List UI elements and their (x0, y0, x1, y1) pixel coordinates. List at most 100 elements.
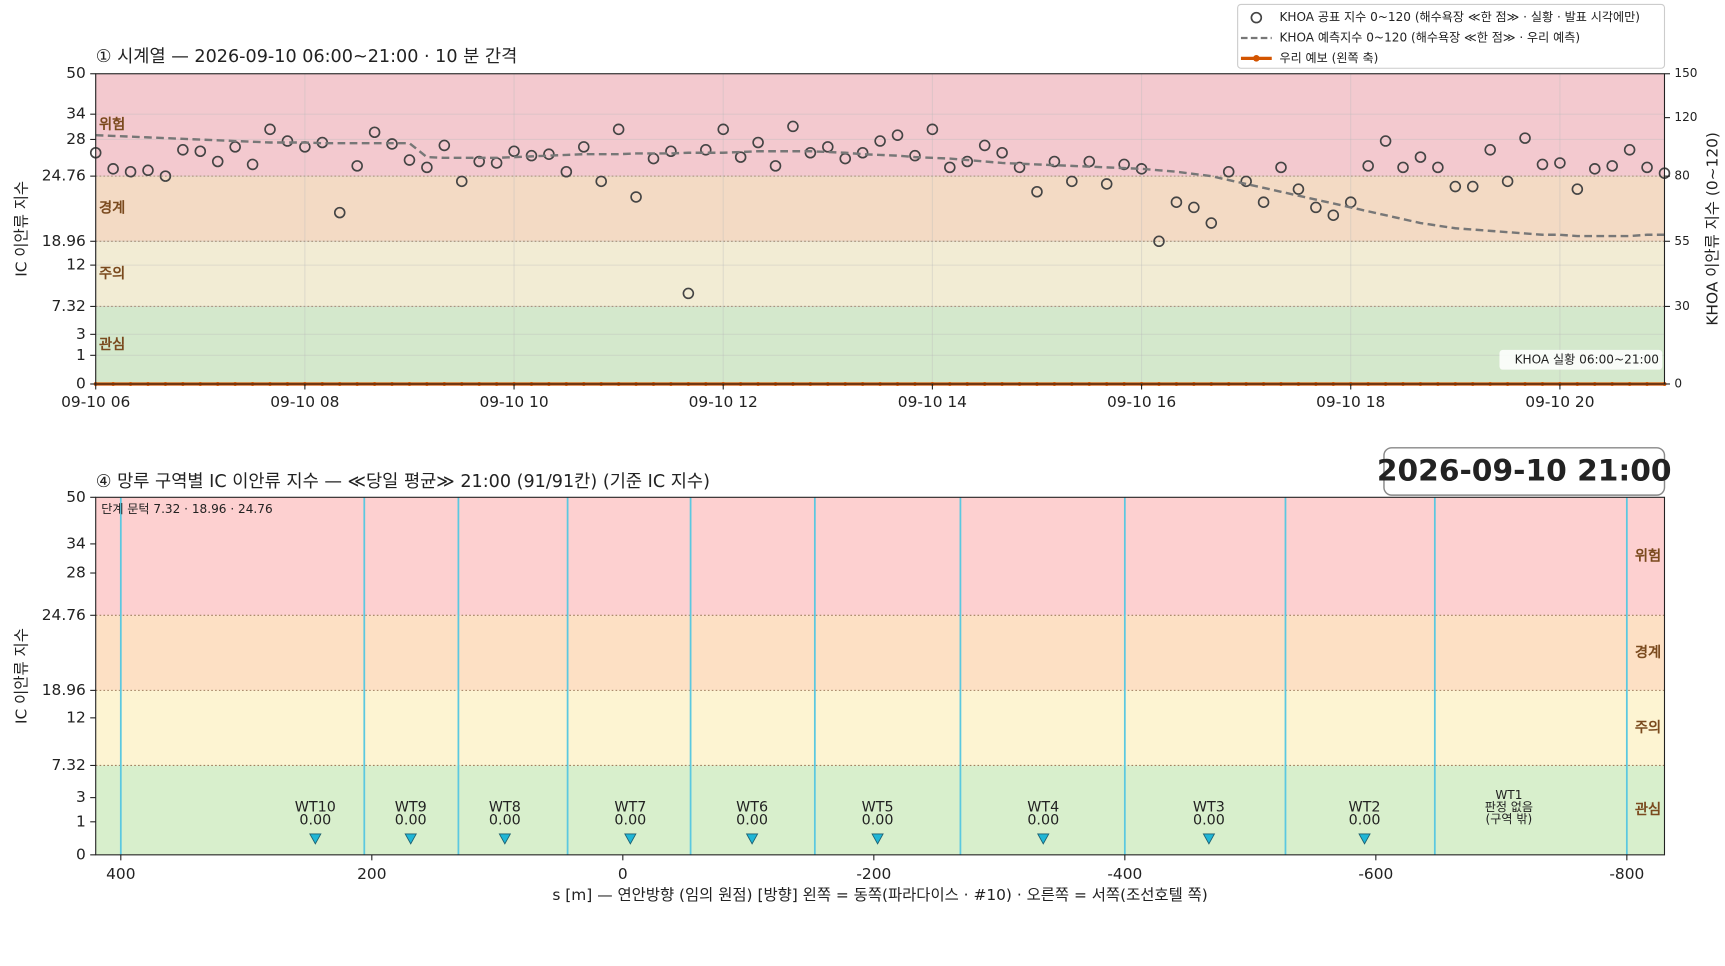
zone-status: (구역 밖) (1486, 812, 1533, 826)
point (455, 175, 468, 188)
zone-value-label: 0.00 (1193, 813, 1225, 829)
y2-axis-label: KHOA 이안류 지수 (0~120) (1703, 132, 1721, 326)
point (978, 139, 991, 152)
point (665, 145, 677, 158)
point (368, 126, 381, 139)
point (1257, 196, 1270, 208)
y-tick-label: 24.76 (42, 167, 86, 185)
band-label: 경계 (1635, 643, 1661, 661)
point (1379, 135, 1392, 147)
point (682, 287, 695, 300)
y-tick-label: 18.96 (42, 681, 86, 699)
point (421, 161, 433, 174)
x-tick-label: 09-10 06 (61, 393, 130, 411)
point (1310, 201, 1322, 214)
point (595, 175, 607, 188)
band-label: 관심 (1635, 801, 1661, 818)
point (926, 123, 939, 136)
point (473, 155, 485, 168)
point (560, 165, 573, 178)
y-tick-label: 7.32 (52, 297, 86, 315)
point (1536, 158, 1549, 171)
x-tick-label: -200 (856, 865, 891, 883)
point (717, 123, 729, 136)
y-tick-label: 0 (76, 845, 86, 863)
zone-label: WT2 (1349, 800, 1381, 816)
point (822, 141, 834, 153)
y-tick-label: 1 (76, 346, 86, 364)
point (1362, 160, 1374, 172)
y-tick-label: 12 (66, 708, 86, 726)
zone-marker (1358, 833, 1371, 845)
band (95, 176, 1665, 242)
band (95, 690, 1665, 766)
legend-label: 우리 예보 (왼쪽 축) (1279, 51, 1378, 65)
point (752, 136, 764, 149)
y2-tick-label: 30 (1674, 299, 1689, 313)
annotation-box (1499, 349, 1663, 370)
point (124, 165, 137, 178)
frame (95, 496, 1666, 856)
zone-value-label: 0.00 (299, 813, 331, 829)
point (159, 170, 172, 182)
zone-marker (745, 833, 759, 845)
y-tick-label: 34 (66, 534, 86, 552)
point (1100, 178, 1113, 190)
point (438, 139, 451, 152)
zone-marker (624, 833, 637, 845)
y-tick-label: 50 (66, 64, 86, 82)
y-tick-label: 18.96 (42, 232, 86, 250)
band-label: 위험 (1635, 547, 1661, 564)
point (1397, 161, 1409, 174)
y2-tick-label: 0 (1674, 376, 1682, 390)
zone-label: WT10 (295, 800, 336, 816)
zone-marker (404, 833, 417, 845)
zone-marker (498, 833, 512, 845)
x-tick-label: 0 (618, 865, 628, 883)
point (1170, 196, 1183, 208)
zone-label: WT6 (736, 800, 768, 816)
x-tick-label: 09-10 16 (1107, 393, 1176, 411)
zone-marker (1037, 833, 1050, 845)
zone-value-label: 0.00 (395, 813, 427, 829)
point (578, 141, 590, 153)
x-tick-label: 200 (357, 865, 386, 883)
point (944, 161, 956, 174)
point (194, 145, 207, 158)
point (1554, 157, 1566, 169)
chart-title: ④ 망루 구역별 IC 이안류 지수 — ≪당일 평균≫ 21:00 (91/9… (96, 472, 710, 492)
chart-title: ① 시계열 — 2026-09-10 06:00~21:00 · 10 분 간격 (96, 47, 518, 67)
frame (95, 73, 1666, 385)
legend-label: KHOA 공표 지수 0~120 (해수욕장 ≪한 점≫ · 실황 · 발표 시… (1279, 10, 1640, 24)
x-tick-label: 09-10 18 (1316, 393, 1385, 411)
zone-value-label: 0.00 (489, 813, 521, 829)
point (264, 123, 276, 136)
x-tick-label: 09-10 20 (1525, 393, 1594, 411)
point (1275, 161, 1287, 174)
point (874, 135, 886, 147)
point (1240, 175, 1252, 188)
legend-box (1237, 3, 1666, 69)
band (95, 73, 1665, 177)
point (333, 206, 346, 219)
band-label: 경계 (99, 199, 125, 217)
point (1031, 185, 1043, 198)
zone-marker (871, 833, 884, 845)
band-label: 주의 (99, 264, 125, 282)
point (1066, 175, 1078, 188)
zone-status: 판정 없음 (1485, 800, 1533, 814)
point (281, 135, 294, 147)
y-tick-label: 24.76 (42, 606, 86, 624)
point (1153, 235, 1165, 248)
point (630, 191, 642, 203)
band-label: 주의 (1635, 718, 1661, 736)
point (351, 160, 363, 172)
x-tick-label: -600 (1358, 865, 1393, 883)
zone-label: WT3 (1193, 800, 1225, 816)
point (1205, 217, 1218, 229)
x-tick-label: 09-10 12 (689, 393, 758, 411)
point (787, 120, 799, 133)
y-tick-label: 28 (66, 130, 86, 148)
point (543, 148, 555, 160)
y2-tick-label: 120 (1674, 110, 1697, 124)
